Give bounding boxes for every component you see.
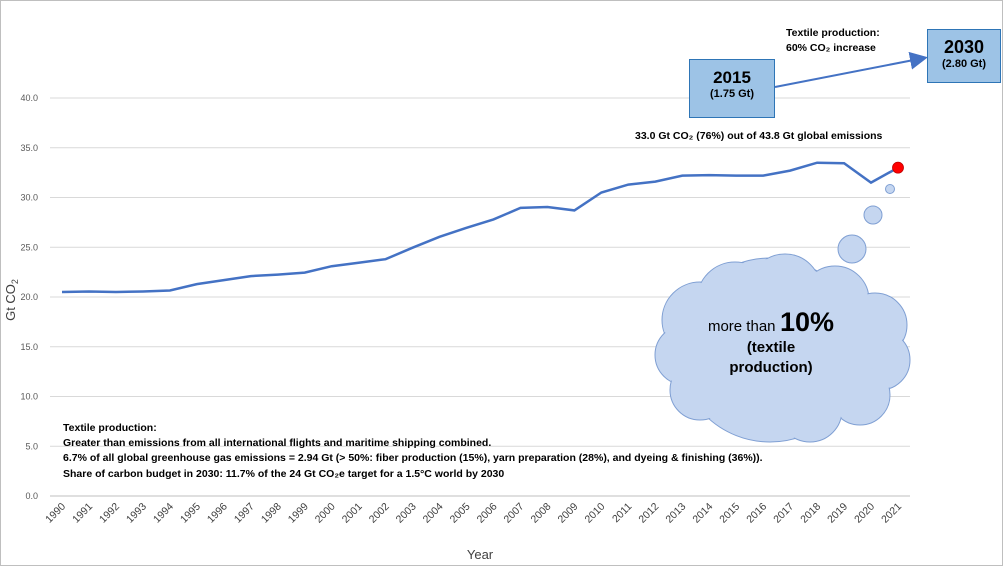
x-tick-label: 2020 xyxy=(852,501,877,526)
y-tick-label: 40.0 xyxy=(20,93,38,103)
y-axis-title: Gt CO2 xyxy=(3,279,20,321)
x-tick-label: 2001 xyxy=(340,501,365,526)
box-2015-year: 2015 xyxy=(713,68,751,87)
y-tick-label: 25.0 xyxy=(20,242,38,252)
x-tick-label: 2019 xyxy=(825,501,850,526)
x-tick-label: 2012 xyxy=(636,501,661,526)
x-tick-label: 1996 xyxy=(205,501,230,526)
cloud-line-3: production) xyxy=(729,359,813,376)
note-line-3: 6.7% of all global greenhouse gas emissi… xyxy=(63,452,763,465)
y-tick-label: 15.0 xyxy=(20,342,38,352)
x-tick-label: 1995 xyxy=(178,501,203,526)
thought-bubble-3 xyxy=(837,234,867,264)
x-tick-label: 2018 xyxy=(798,501,823,526)
box-2015-value: (1.75 Gt) xyxy=(709,88,754,100)
note-line-4: Share of carbon budget in 2030: 11.7% of… xyxy=(63,467,505,480)
x-tick-label: 1990 xyxy=(43,501,68,526)
x-axis-title: Year xyxy=(467,547,494,562)
x-tick-label: 1997 xyxy=(232,501,257,526)
textile-increase-value: 60% CO₂ increase xyxy=(786,42,876,54)
x-tick-label: 2011 xyxy=(610,501,635,526)
textile-increase-label: Textile production: 60% CO₂ increase xyxy=(786,26,880,56)
x-tick-label: 2014 xyxy=(690,501,715,526)
x-tick-label: 2008 xyxy=(529,501,554,526)
y-tick-label: 30.0 xyxy=(20,193,38,203)
x-tick-label: 1994 xyxy=(151,501,176,526)
x-tick-label: 1991 xyxy=(70,501,95,526)
x-tick-label: 1998 xyxy=(259,501,284,526)
x-tick-label: 2005 xyxy=(448,501,473,526)
x-tick-label: 2009 xyxy=(556,501,581,526)
box-2030: 2030 (2.80 Gt) xyxy=(927,29,1001,83)
y-tick-label: 0.0 xyxy=(25,491,38,501)
x-tick-label: 2003 xyxy=(394,501,419,526)
trend-arrow xyxy=(774,51,928,88)
y-tick-label: 10.0 xyxy=(20,392,38,402)
x-tick-label: 2007 xyxy=(502,501,527,526)
box-2030-value: (2.80 Gt) xyxy=(941,58,986,70)
cloud-prefix: more than xyxy=(707,318,776,335)
cloud-text: more than 10% (textile production) xyxy=(686,307,856,378)
note-line-2: Greater than emissions from all internat… xyxy=(63,437,492,450)
x-tick-label: 2004 xyxy=(421,501,446,526)
x-tick-label: 2000 xyxy=(313,501,338,526)
x-tick-label: 2002 xyxy=(367,501,392,526)
notes-block: Textile production: Greater than emissio… xyxy=(63,421,763,482)
y-tick-label: 35.0 xyxy=(20,143,38,153)
box-2015: 2015 (1.75 Gt) xyxy=(689,59,775,118)
x-tick-label: 1999 xyxy=(286,501,311,526)
x-tick-label: 2006 xyxy=(475,501,500,526)
textile-increase-title: Textile production: xyxy=(786,27,880,39)
thought-bubble-1 xyxy=(885,184,895,194)
thought-cloud xyxy=(654,184,911,443)
global-emissions-label: 33.0 Gt CO₂ (76%) out of 43.8 Gt global … xyxy=(635,130,883,142)
x-tick-label: 2010 xyxy=(582,501,607,526)
x-tick-label: 2017 xyxy=(771,501,796,526)
series-line xyxy=(61,161,899,294)
x-tick-label: 2016 xyxy=(744,501,769,526)
y-tick-label: 5.0 xyxy=(25,441,38,451)
note-line-1: Textile production: xyxy=(63,422,157,434)
thought-bubble-2 xyxy=(863,205,883,225)
box-2030-year: 2030 xyxy=(943,37,985,57)
y-tick-label: 20.0 xyxy=(20,292,38,302)
x-tick-label: 2015 xyxy=(717,501,742,526)
x-tick-label: 2021 xyxy=(879,501,904,526)
x-tick-label: 2013 xyxy=(663,501,688,526)
cloud-percentage: 10% xyxy=(779,307,835,337)
cloud-line-2: (textile xyxy=(746,339,796,356)
x-tick-label: 1992 xyxy=(97,501,122,526)
highlight-point-2021 xyxy=(892,161,904,174)
x-tick-label: 1993 xyxy=(124,501,149,526)
